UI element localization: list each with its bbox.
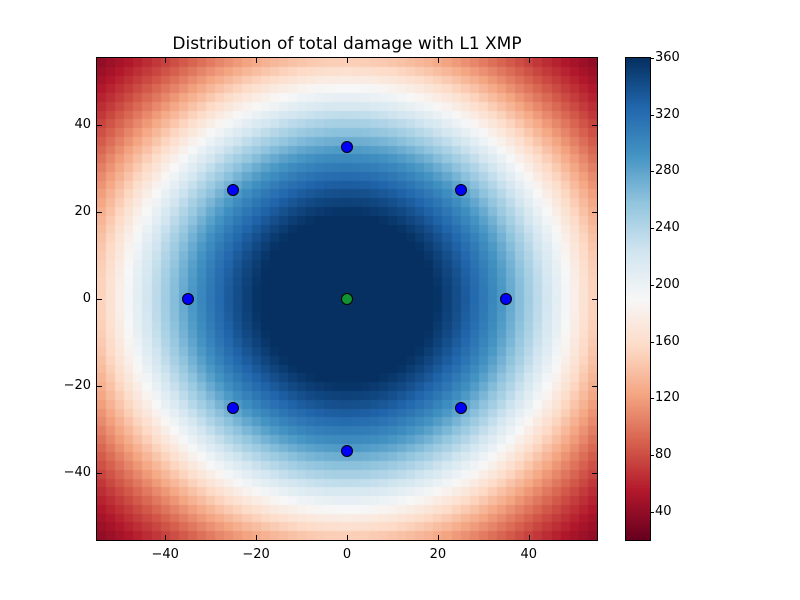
x-tick-label: 40 [520, 547, 538, 562]
x-tick-mark [438, 58, 439, 63]
blue-scatter-point [341, 444, 353, 457]
chart-title: Distribution of total damage with L1 XMP [172, 34, 522, 54]
x-tick-mark [347, 58, 348, 63]
colorbar-canvas [626, 58, 650, 540]
y-tick-label: −40 [63, 464, 91, 480]
colorbar-tick-mark [650, 228, 654, 229]
y-tick-mark [97, 473, 102, 474]
colorbar-tick-label: 40 [655, 503, 672, 519]
x-tick-mark [529, 58, 530, 63]
plot-area [96, 57, 598, 541]
x-tick-mark [347, 535, 348, 540]
x-tick-mark [256, 58, 257, 63]
colorbar-tick-label: 240 [655, 220, 680, 236]
y-tick-mark [592, 125, 597, 126]
y-tick-mark [592, 473, 597, 474]
y-tick-label: −20 [63, 377, 91, 393]
y-tick-mark [592, 212, 597, 213]
colorbar-tick-mark [650, 455, 654, 456]
colorbar-tick-label: 200 [655, 276, 680, 292]
colorbar-tick-label: 160 [655, 333, 680, 349]
x-tick-label: −40 [151, 547, 179, 562]
blue-scatter-point [227, 401, 240, 414]
y-tick-mark [592, 386, 597, 387]
colorbar-tick-label: 280 [655, 163, 680, 179]
x-tick-mark [256, 535, 257, 540]
colorbar [625, 57, 651, 541]
y-tick-mark [97, 386, 102, 387]
y-tick-mark [97, 125, 102, 126]
colorbar-tick-mark [650, 512, 654, 513]
y-tick-mark [592, 299, 597, 300]
colorbar-tick-label: 360 [655, 50, 680, 65]
y-tick-mark [97, 299, 102, 300]
x-tick-label: 0 [342, 547, 352, 562]
colorbar-tick-label: 80 [655, 446, 672, 462]
x-tick-label: −20 [242, 547, 270, 562]
colorbar-tick-mark [650, 171, 654, 172]
colorbar-tick-mark [650, 342, 654, 343]
blue-scatter-point [500, 293, 513, 305]
x-tick-mark [165, 535, 166, 540]
y-tick-label: 20 [74, 204, 91, 220]
blue-scatter-point [341, 141, 353, 154]
y-tick-label: 40 [74, 117, 91, 133]
green-scatter-point [341, 293, 353, 305]
colorbar-tick-label: 320 [655, 106, 680, 122]
y-tick-mark [97, 212, 102, 213]
x-tick-mark [165, 58, 166, 63]
blue-scatter-point [454, 401, 467, 414]
colorbar-tick-mark [650, 398, 654, 399]
colorbar-tick-mark [650, 58, 654, 59]
colorbar-tick-mark [650, 115, 654, 116]
blue-scatter-point [454, 184, 467, 197]
x-tick-mark [438, 535, 439, 540]
x-tick-label: 20 [429, 547, 447, 562]
blue-scatter-point [227, 184, 240, 197]
colorbar-tick-label: 120 [655, 390, 680, 406]
colorbar-tick-mark [650, 285, 654, 286]
x-tick-mark [529, 535, 530, 540]
y-tick-label: 0 [82, 291, 91, 306]
blue-scatter-point [181, 293, 194, 305]
